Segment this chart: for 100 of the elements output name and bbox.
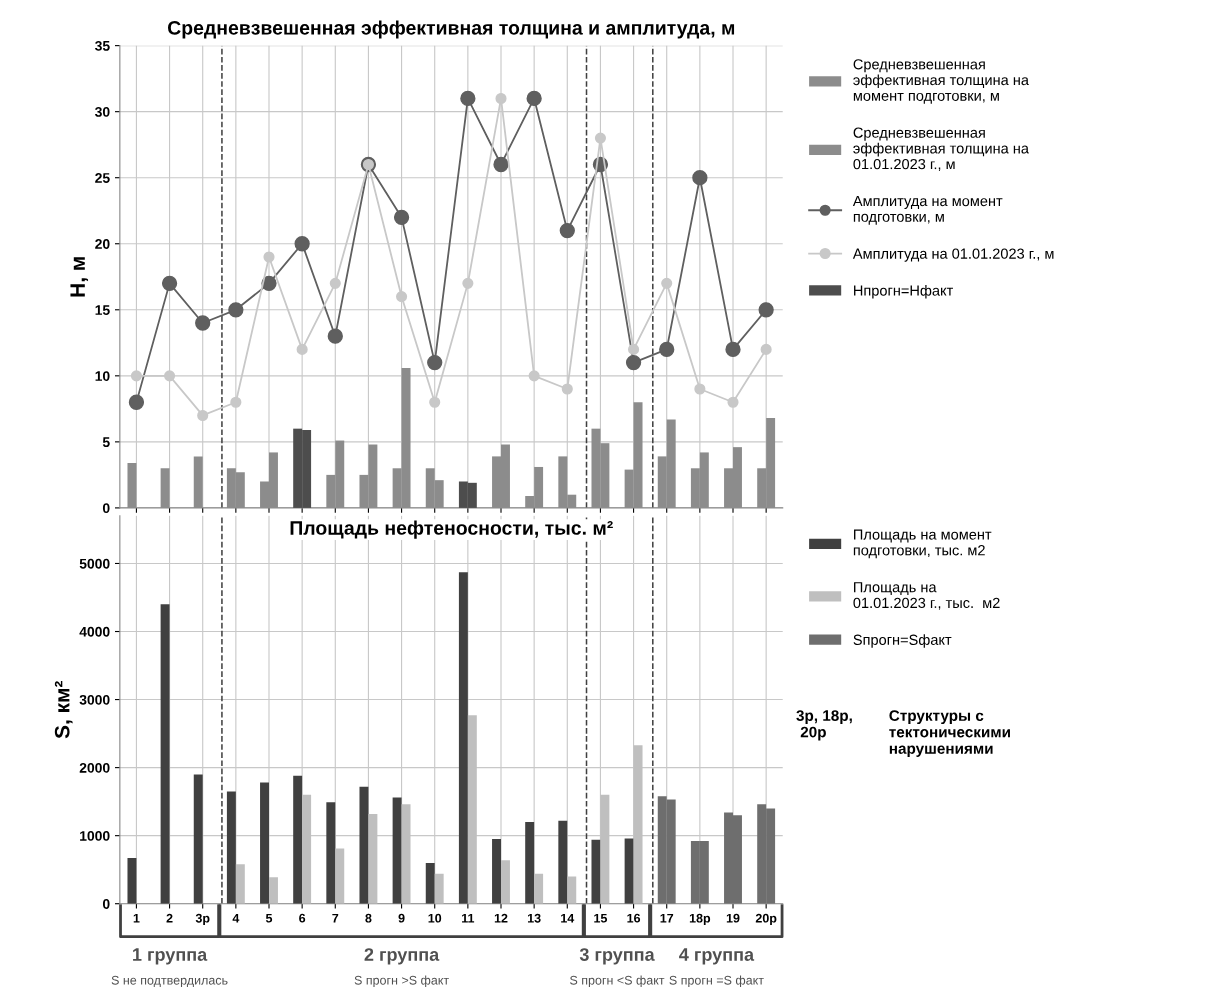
- y-tick-label: 1000: [80, 831, 110, 841]
- chart-title: Средневзвешенная эффективная толщина и амплитуда, м: [167, 20, 735, 39]
- y-tick-label: 15: [95, 305, 110, 315]
- point: [296, 343, 308, 355]
- point: [164, 370, 176, 382]
- y-tick-label: 35: [95, 40, 110, 51]
- legend-label: Амплитуда на момент подготовки, м: [852, 195, 1003, 225]
- point: [460, 90, 476, 107]
- legend-label: Амплитуда на 01.01.2023 г., м: [852, 248, 1054, 262]
- y-axis-title: S, км²: [54, 681, 73, 739]
- text: 2 группа: [364, 948, 440, 965]
- point: [594, 132, 606, 144]
- point: [329, 277, 341, 289]
- point: [694, 383, 706, 395]
- y-tick-label: 5000: [79, 558, 110, 569]
- point: [760, 343, 772, 355]
- text: Структуры с тектоническими нарушениями: [889, 710, 1010, 757]
- point: [429, 396, 441, 408]
- x-tick-label: 9: [398, 913, 405, 923]
- point: [725, 341, 741, 358]
- x-tick-label: 8: [365, 913, 372, 923]
- text: 3 группа: [579, 948, 655, 965]
- bar: [558, 820, 568, 904]
- x-tick-label: 3р: [195, 913, 210, 926]
- point: [128, 394, 145, 410]
- y-tick-label: 0: [102, 899, 110, 909]
- legend-label: Sпрогн=Sфакт: [853, 634, 952, 648]
- x-tick-label: 14: [561, 913, 575, 923]
- y-tick-label: 3000: [79, 694, 110, 705]
- bar: [359, 786, 369, 904]
- bar: [326, 802, 336, 904]
- x-tick-label: 6: [299, 913, 306, 923]
- bar: [160, 604, 170, 904]
- legend-label: Средневзвешенная эффективная толщина на 01.01.2023 г., м: [853, 127, 1029, 171]
- point: [427, 354, 443, 371]
- point: [263, 251, 275, 263]
- bar: [293, 775, 303, 904]
- bar: [260, 782, 269, 904]
- point: [230, 396, 242, 408]
- point: [661, 277, 673, 289]
- point: [195, 315, 211, 331]
- y-tick-label: 20: [95, 239, 110, 249]
- x-tick-label: 17: [660, 913, 674, 923]
- legend-label: Площадь на 01.01.2023 г., тыс. м2: [853, 582, 1000, 610]
- bar: [525, 822, 535, 904]
- y-tick-label: 5: [102, 437, 110, 448]
- chart-title: Площадь нефтеносности, тыс. м²: [290, 520, 613, 539]
- point: [130, 370, 142, 382]
- point: [493, 156, 509, 173]
- point: [526, 90, 542, 107]
- y-tick-label: 30: [95, 107, 110, 117]
- point: [559, 222, 575, 239]
- text: S прогн >S факт: [354, 975, 449, 988]
- point: [462, 277, 474, 289]
- legend-label: Нпрогн=Нфакт: [854, 285, 954, 299]
- text: S прогн <S факт: [570, 975, 665, 988]
- point: [727, 396, 739, 408]
- bar: [425, 862, 435, 904]
- y-tick-label: 0: [102, 503, 110, 514]
- x-tick-label: 5: [265, 913, 273, 923]
- legend-label: Средневзвешенная эффективная толщина на момент подготовки, м: [853, 59, 1029, 104]
- point: [495, 92, 507, 105]
- bar: [226, 791, 236, 904]
- text: S прогн =S факт: [669, 975, 764, 988]
- x-tick-label: 19: [726, 913, 740, 923]
- point: [758, 302, 774, 318]
- y-tick-label: 4000: [79, 626, 110, 637]
- y-tick-label: 10: [95, 371, 110, 381]
- point: [659, 341, 675, 358]
- bar: [624, 838, 634, 904]
- bar: [434, 873, 444, 904]
- x-tick-label: 1: [133, 913, 140, 923]
- text: 3р, 18р, 20р: [796, 710, 852, 741]
- bar: [193, 774, 203, 904]
- x-tick-label: 18р: [689, 913, 711, 926]
- text: S не подтвердилась: [111, 975, 228, 988]
- point: [393, 209, 410, 225]
- x-tick-label: 20р: [755, 913, 777, 926]
- x-tick-label: 10: [428, 913, 442, 923]
- point: [528, 370, 540, 382]
- point: [228, 302, 244, 318]
- point: [161, 275, 178, 292]
- point: [625, 354, 642, 371]
- text: 1 группа: [133, 948, 208, 965]
- point: [692, 170, 708, 186]
- x-tick-label: 16: [627, 913, 641, 923]
- point: [327, 328, 343, 344]
- x-tick-label: 2: [166, 913, 173, 923]
- x-tick-label: 4: [232, 913, 240, 923]
- x-tick-label: 11: [462, 913, 475, 923]
- y-tick-label: 2000: [79, 762, 110, 773]
- point: [561, 383, 573, 395]
- point: [197, 409, 209, 422]
- x-tick-label: 12: [494, 913, 508, 923]
- bar: [392, 797, 402, 904]
- bar: [458, 572, 468, 904]
- point: [396, 291, 408, 303]
- bar: [127, 858, 137, 904]
- x-tick-label: 7: [332, 913, 339, 923]
- text: 4 группа: [679, 948, 755, 965]
